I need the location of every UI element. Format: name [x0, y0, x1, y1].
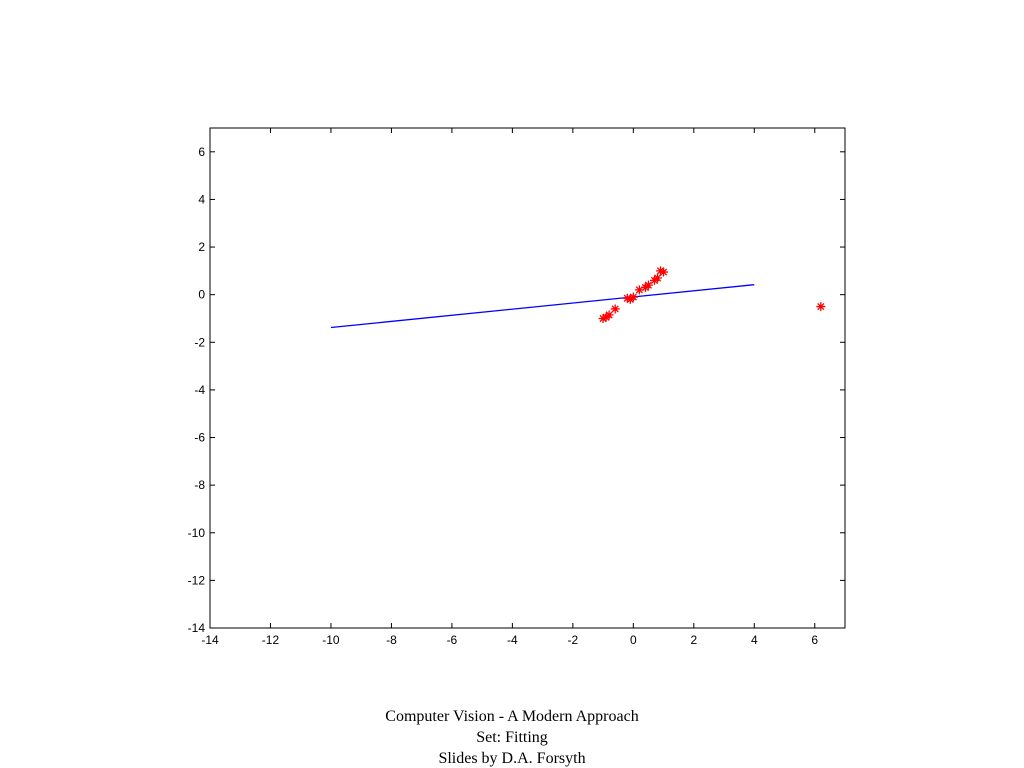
x-tick-label: -8	[386, 633, 397, 647]
data-point	[610, 304, 620, 314]
y-tick-label: -8	[194, 478, 205, 492]
data-point	[628, 292, 638, 302]
x-tick-label: 2	[690, 633, 697, 647]
y-tick-label: 2	[198, 240, 205, 254]
y-tick-label: 6	[198, 145, 205, 159]
data-point	[634, 285, 644, 295]
x-tick-label: 6	[811, 633, 818, 647]
y-tick-label: -4	[194, 383, 205, 397]
x-tick-label: -10	[322, 633, 340, 647]
y-tick-label: -6	[194, 431, 205, 445]
y-tick-label: 4	[198, 192, 205, 206]
y-tick-label: -14	[188, 621, 206, 635]
x-tick-label: 0	[630, 633, 637, 647]
data-point	[656, 266, 666, 276]
x-tick-label: -6	[447, 633, 458, 647]
footer-line: Set: Fitting	[476, 729, 548, 746]
data-point	[653, 273, 663, 283]
y-tick-label: -10	[188, 526, 206, 540]
footer-line: Computer Vision - A Modern Approach	[385, 708, 638, 725]
y-tick-label: -12	[188, 573, 206, 587]
data-point	[604, 310, 614, 320]
x-tick-label: 4	[751, 633, 758, 647]
x-tick-label: -12	[262, 633, 280, 647]
fit-line	[330, 284, 755, 329]
x-tick-label: -2	[568, 633, 579, 647]
y-tick-label: 0	[198, 288, 205, 302]
data-point	[659, 267, 669, 277]
footer-line: Slides by D.A. Forsyth	[438, 750, 585, 767]
plot-box	[209, 127, 846, 629]
y-tick-label: -2	[194, 335, 205, 349]
x-tick-label: -4	[507, 633, 518, 647]
data-point	[598, 313, 608, 323]
x-tick-label: -14	[201, 633, 219, 647]
data-point	[816, 302, 826, 312]
data-point	[643, 280, 653, 290]
data-point	[622, 293, 632, 303]
